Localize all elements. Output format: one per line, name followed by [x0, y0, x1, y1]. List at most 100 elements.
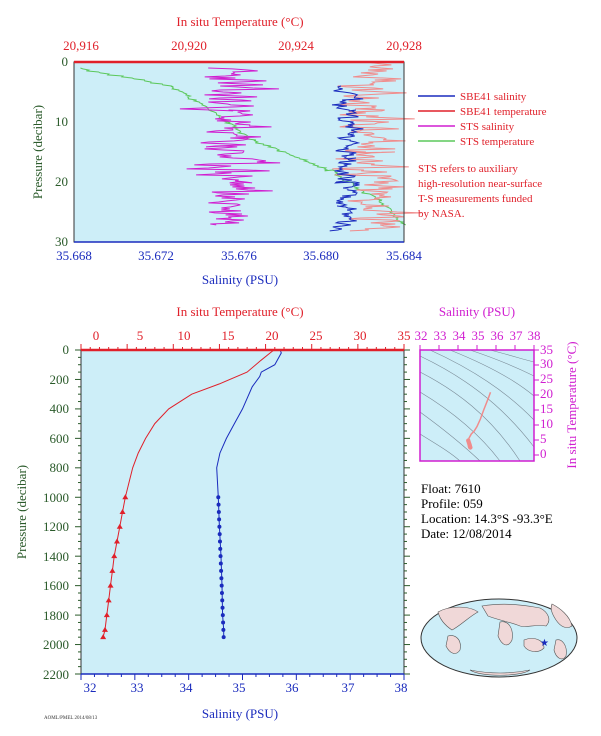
main-temp-tick-label: 20 [266, 328, 279, 343]
main-sal-tick-label: 33 [131, 680, 144, 695]
salinity-point [219, 583, 224, 588]
legend-item-sbe41-salinity: SBE41 salinity [460, 91, 527, 103]
ts-density-contours [419, 349, 535, 462]
main-sal-tick-label: 34 [180, 680, 194, 695]
salinity-point [220, 605, 225, 610]
salinity-point [219, 591, 224, 595]
main-temp-tick-label: 35 [398, 328, 411, 343]
ts-sal-tick-label: 36 [491, 328, 505, 343]
main-plot-area [81, 350, 404, 674]
main-temp-tick-label: 25 [310, 328, 323, 343]
world-locator-map: ★ [420, 598, 578, 678]
top-pressure-label: Pressure (decibar) [30, 105, 45, 199]
main-pressure-tick-label: 2200 [43, 667, 69, 682]
top-salinity-label: Salinity (PSU) [202, 272, 278, 287]
main-panel: In situ Temperature (°C) Salinity (PSU) … [14, 304, 411, 721]
main-pressure-tick-label: 400 [50, 401, 70, 416]
temperature-point [122, 494, 129, 500]
top-sal-tick-label: 35.676 [221, 248, 257, 263]
salinity-point [220, 613, 225, 618]
main-sal-tick-label: 36 [286, 680, 300, 695]
sbe41-salinity-line [329, 85, 364, 232]
temperature-point [101, 626, 108, 632]
ts-temp-tick-label: 10 [540, 416, 553, 431]
float-id: Float: 7610 [421, 481, 481, 496]
main-pressure-tick-label: 200 [50, 372, 70, 387]
temperature-point [113, 538, 120, 544]
ts-sal-tick-label: 35 [472, 328, 485, 343]
temperature-point [119, 509, 126, 514]
top-panel: In situ Temperature (°C) Salinity (PSU) … [30, 14, 422, 287]
salinity-profile-line [216, 349, 282, 638]
temperature-profile-line [102, 349, 275, 638]
salinity-point [217, 524, 222, 529]
sts-salinity-line [179, 67, 281, 226]
legend-item-sbe41-temperature: SBE41 temperature [460, 106, 547, 118]
main-sal-tick-label: 32 [84, 680, 97, 695]
float-location-marker-icon: ★ [540, 638, 549, 649]
salinity-point [217, 532, 222, 537]
top-temp-tick-label: 20,920 [171, 38, 207, 53]
salinity-point [218, 561, 223, 566]
salinity-point [216, 502, 221, 507]
sts-note-line: T-S measurements funded [418, 193, 533, 205]
main-plot-marks [100, 349, 282, 640]
top-temperature-title: In situ Temperature (°C) [176, 14, 303, 29]
top-pressure-tick-label: 20 [55, 174, 68, 189]
location: Location: 14.3°S -93.3°E [421, 511, 553, 526]
sts-note-line: high-resolution near-surface [418, 178, 542, 190]
map-land [437, 603, 573, 676]
salinity-point [221, 620, 226, 625]
top-pressure-tick-label: 0 [62, 54, 69, 69]
salinity-point [221, 627, 226, 632]
ts-panel: Salinity (PSU) In situ Temperature (°C) … [415, 304, 580, 469]
ts-temp-tick-label: 25 [540, 371, 553, 386]
salinity-point [217, 517, 222, 522]
main-pressure-tick-label: 600 [50, 431, 70, 446]
top-plot-marks [80, 61, 422, 232]
salinity-point [220, 598, 225, 603]
temperature-point [111, 553, 118, 559]
legend-item-sts-salinity: STS salinity [460, 121, 515, 133]
ts-temp-tick-label: 30 [540, 356, 553, 371]
salinity-point [216, 495, 221, 500]
salinity-point [219, 576, 224, 581]
top-temp-tick-label: 20,924 [278, 38, 314, 53]
ts-sal-tick-label: 33 [434, 328, 447, 343]
main-pressure-tick-label: 1200 [43, 519, 69, 534]
top-temp-tick-label: 20,928 [386, 38, 422, 53]
ts-temp-tick-label: 35 [540, 342, 553, 357]
salinity-point [219, 568, 224, 573]
ts-temp-tick-label: 5 [540, 431, 547, 446]
main-temp-tick-label: 0 [93, 328, 100, 343]
temperature-point [109, 567, 116, 573]
main-sal-tick-label: 35 [233, 680, 246, 695]
main-pressure-tick-label: 0 [63, 342, 70, 357]
salinity-point [217, 539, 222, 544]
main-salinity-label: Salinity (PSU) [202, 706, 278, 721]
main-temperature-title: In situ Temperature (°C) [176, 304, 303, 319]
main-axis-ticks [75, 344, 410, 680]
main-pressure-tick-label: 1000 [43, 490, 69, 505]
ts-point [468, 445, 473, 450]
ts-salinity-title: Salinity (PSU) [439, 304, 515, 319]
ts-temp-tick-label: 0 [540, 446, 547, 461]
top-plot-area [74, 62, 404, 242]
top-temp-tick-label: 20,916 [63, 38, 99, 53]
top-pressure-tick-label: 30 [55, 234, 68, 249]
salinity-point [218, 546, 223, 551]
ts-sal-tick-label: 38 [528, 328, 541, 343]
salinity-point [221, 635, 226, 640]
main-pressure-tick-label: 800 [50, 460, 70, 475]
sbe41-temperature-line [332, 61, 422, 232]
temperature-point [107, 582, 114, 588]
ts-plot-marks [466, 392, 492, 450]
ts-sal-tick-label: 32 [415, 328, 428, 343]
ts-temperature-label: In situ Temperature (°C) [564, 341, 579, 468]
salinity-point [218, 554, 223, 559]
float-info: Float: 7610 Profile: 059 Location: 14.3°… [421, 481, 553, 541]
ts-sal-tick-label: 34 [453, 328, 467, 343]
main-pressure-tick-label: 1400 [43, 549, 69, 564]
top-sal-tick-label: 35.684 [386, 248, 422, 263]
main-pressure-tick-label: 1600 [43, 578, 69, 593]
